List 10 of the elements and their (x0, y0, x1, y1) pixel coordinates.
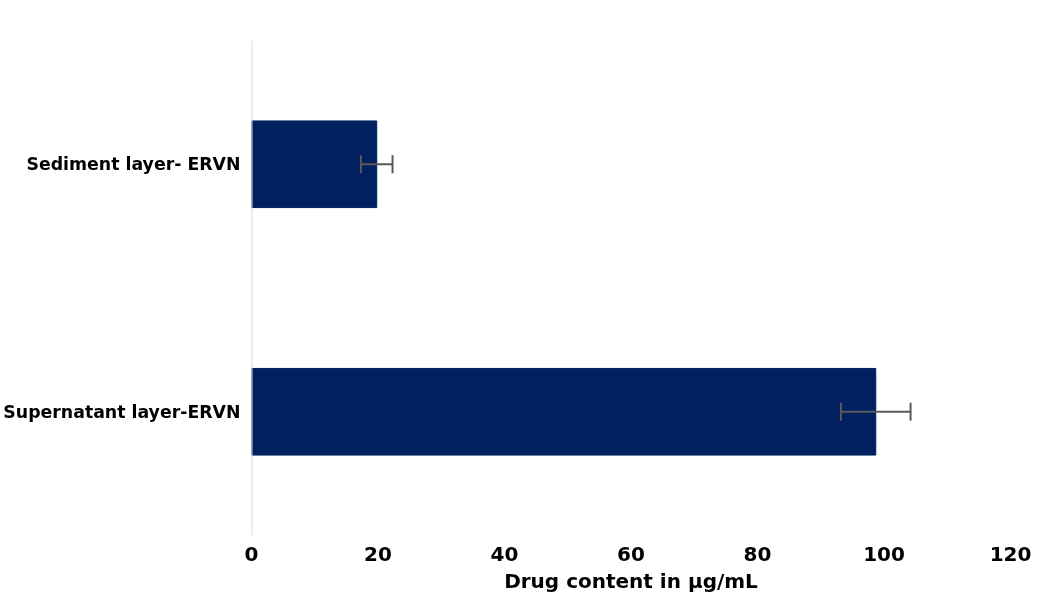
x-tick-label: 120 (989, 541, 1032, 566)
x-tick-label: 40 (490, 541, 519, 566)
x-tick-label: 60 (617, 541, 645, 566)
x-tick-label: 0 (244, 541, 259, 566)
x-tick-label: 80 (743, 541, 772, 566)
y-tick-label: Sediment layer- ERVN (26, 154, 241, 175)
y-tick-label: Supernatant layer-ERVN (3, 401, 241, 422)
x-tick-label: 100 (863, 541, 905, 566)
x-axis-title: Drug content in µg/mL (504, 568, 759, 593)
x-tick-label: 20 (364, 541, 392, 566)
